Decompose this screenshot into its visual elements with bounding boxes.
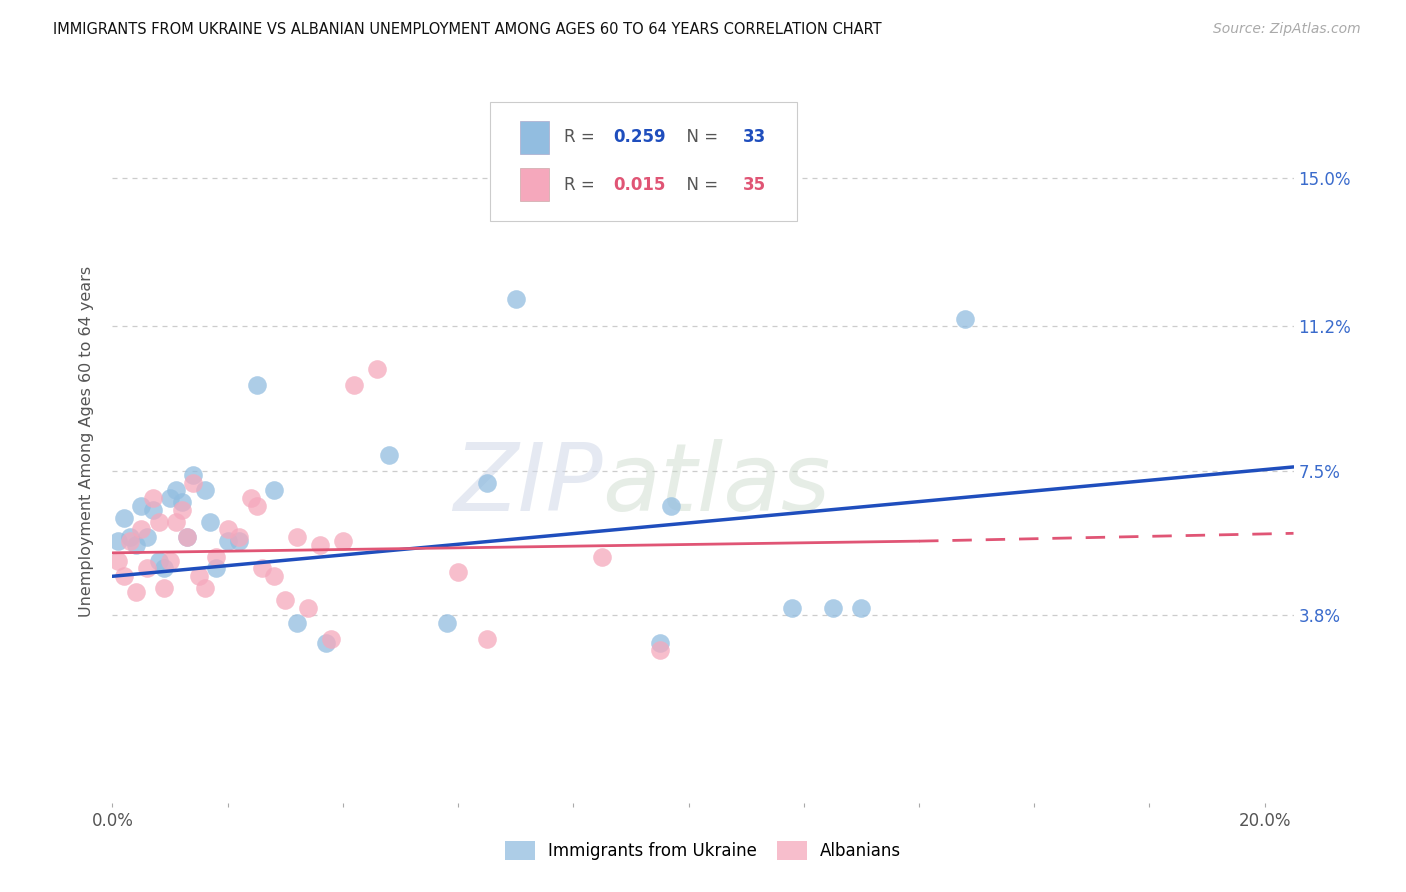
Point (176, 530, 198, 544)
Point (153, 561, 176, 575)
Point (245, 499, 267, 513)
Point (821, 600, 844, 615)
Point (112, 569, 135, 583)
Text: IMMIGRANTS FROM UKRAINE VS ALBANIAN UNEMPLOYMENT AMONG AGES 60 TO 64 YEARS CORRE: IMMIGRANTS FROM UKRAINE VS ALBANIAN UNEM… (53, 22, 882, 37)
Point (205, 549, 228, 564)
Point (159, 491, 181, 505)
Text: N =: N = (676, 176, 723, 194)
Point (366, 362, 388, 376)
Point (194, 483, 217, 498)
Point (165, 483, 187, 498)
Point (285, 616, 308, 631)
Point (107, 554, 129, 568)
Point (782, 600, 804, 615)
Point (118, 530, 141, 544)
Legend: Immigrants from Ukraine, Albanians: Immigrants from Ukraine, Albanians (498, 835, 908, 867)
Point (187, 569, 209, 583)
Point (297, 600, 319, 615)
Point (239, 491, 262, 505)
Point (648, 643, 671, 657)
Point (129, 523, 152, 537)
Point (309, 538, 332, 552)
Point (112, 510, 135, 524)
Point (343, 378, 366, 392)
Point (170, 495, 193, 509)
Point (181, 475, 204, 490)
Point (181, 467, 204, 482)
FancyBboxPatch shape (491, 102, 797, 221)
Point (228, 530, 250, 544)
Point (263, 569, 285, 583)
Point (153, 581, 176, 595)
Point (176, 530, 198, 544)
Point (217, 523, 239, 537)
Point (659, 499, 682, 513)
Point (475, 475, 498, 490)
FancyBboxPatch shape (520, 168, 550, 202)
Point (170, 503, 193, 517)
Point (252, 561, 274, 575)
Point (165, 515, 187, 529)
Text: ZIP: ZIP (453, 440, 603, 531)
Point (159, 554, 181, 568)
Point (136, 561, 159, 575)
Point (245, 378, 267, 392)
Point (228, 534, 250, 549)
Point (315, 635, 337, 649)
Point (205, 561, 228, 575)
Point (118, 534, 141, 549)
Point (378, 448, 401, 462)
Text: 0.015: 0.015 (613, 176, 665, 194)
Point (136, 530, 159, 544)
Point (142, 503, 165, 517)
Text: 33: 33 (744, 128, 766, 146)
Point (194, 581, 217, 595)
Point (148, 554, 170, 568)
Point (124, 538, 146, 552)
Point (274, 592, 297, 607)
Point (200, 515, 222, 529)
Point (648, 635, 671, 649)
Y-axis label: Unemployment Among Ages 60 to 64 years: Unemployment Among Ages 60 to 64 years (79, 266, 94, 617)
Point (953, 311, 976, 326)
Point (332, 534, 354, 549)
Point (285, 530, 308, 544)
Point (129, 499, 152, 513)
Point (142, 491, 165, 505)
Text: R =: R = (564, 128, 599, 146)
Point (591, 549, 613, 564)
Text: N =: N = (676, 128, 723, 146)
Point (436, 616, 458, 631)
Point (505, 292, 527, 306)
Point (148, 515, 170, 529)
Point (107, 534, 129, 549)
Text: 35: 35 (744, 176, 766, 194)
Point (475, 632, 498, 646)
Point (263, 483, 285, 498)
Text: R =: R = (564, 176, 599, 194)
Point (447, 566, 470, 580)
FancyBboxPatch shape (520, 120, 550, 154)
Text: atlas: atlas (603, 440, 831, 531)
Point (217, 534, 239, 549)
Text: 0.259: 0.259 (613, 128, 666, 146)
Point (321, 632, 343, 646)
Point (851, 600, 873, 615)
Point (124, 585, 146, 599)
Text: Source: ZipAtlas.com: Source: ZipAtlas.com (1213, 22, 1361, 37)
